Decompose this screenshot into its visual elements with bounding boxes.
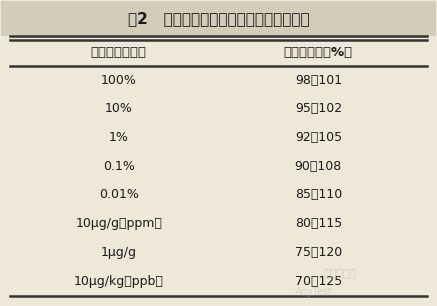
- Text: 回收率限度（%）: 回收率限度（%）: [284, 46, 353, 59]
- Text: 10μg/kg（ppb）: 10μg/kg（ppb）: [74, 275, 163, 288]
- Text: 100%: 100%: [101, 73, 137, 87]
- Text: 80～115: 80～115: [295, 217, 342, 230]
- Text: 10μg/g（ppm）: 10μg/g（ppm）: [75, 217, 162, 230]
- Text: 98～101: 98～101: [295, 73, 342, 87]
- Text: AnyTest: AnyTest: [295, 287, 333, 297]
- Text: 0.01%: 0.01%: [99, 188, 139, 201]
- Text: 75～120: 75～120: [295, 246, 342, 259]
- Text: 0.1%: 0.1%: [103, 160, 135, 173]
- Text: 表2   样品中待测定成分含量和回收率限度: 表2 样品中待测定成分含量和回收率限度: [128, 11, 309, 26]
- Text: 1%: 1%: [109, 131, 128, 144]
- Text: 85～110: 85～110: [295, 188, 342, 201]
- Text: 1μg/g: 1μg/g: [101, 246, 137, 259]
- FancyBboxPatch shape: [1, 2, 436, 36]
- Text: 待测定成分含量: 待测定成分含量: [90, 46, 147, 59]
- Text: 95～102: 95～102: [295, 102, 342, 115]
- Text: 嘉峪检测网: 嘉峪检测网: [323, 269, 357, 279]
- Text: 10%: 10%: [105, 102, 132, 115]
- Text: 70～125: 70～125: [295, 275, 342, 288]
- Text: 90～108: 90～108: [295, 160, 342, 173]
- Text: 92～105: 92～105: [295, 131, 342, 144]
